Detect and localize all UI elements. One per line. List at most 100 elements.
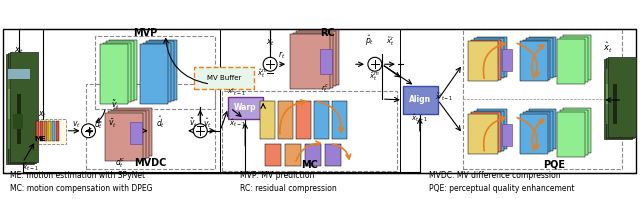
Text: $x'_{t-1}$: $x'_{t-1}$ (227, 87, 246, 99)
Text: $r_t^c$: $r_t^c$ (321, 83, 329, 95)
Bar (106, 41, 134, 101)
Bar (260, 101, 275, 139)
Bar (40, 121, 43, 141)
Text: $r_t$: $r_t$ (278, 49, 286, 61)
Bar (278, 101, 293, 139)
Bar (561, 37, 588, 82)
Bar (104, 43, 131, 102)
Bar (477, 109, 507, 149)
Text: $\bar{v}_t$: $\bar{v}_t$ (108, 118, 117, 130)
Text: Align: Align (409, 96, 431, 104)
Bar (10, 79, 24, 99)
Bar (115, 108, 152, 156)
Bar (606, 84, 628, 104)
Bar (613, 84, 618, 124)
Text: PQE: perceptual quality enhancement: PQE: perceptual quality enhancement (429, 184, 574, 193)
Bar (131, 122, 142, 144)
Text: $\tilde{x}'_{t-1}$: $\tilde{x}'_{t-1}$ (435, 92, 454, 103)
Bar (314, 101, 329, 139)
Circle shape (368, 57, 382, 71)
Bar (109, 40, 138, 100)
Bar (557, 39, 586, 84)
Bar (8, 69, 29, 149)
Bar (36, 121, 38, 141)
Bar (143, 43, 172, 102)
Bar (228, 97, 263, 119)
Text: $\hat{x}_{t-1}$: $\hat{x}_{t-1}$ (412, 112, 428, 124)
Text: $\hat{x}_t$: $\hat{x}_t$ (602, 41, 612, 55)
Bar (529, 109, 557, 149)
Bar (222, 91, 397, 171)
Bar (265, 144, 281, 166)
Text: $x_t$: $x_t$ (14, 45, 24, 56)
Bar (606, 58, 634, 138)
Text: $\tilde{v}_t$: $\tilde{v}_t$ (189, 117, 198, 130)
Bar (468, 114, 498, 154)
Bar (609, 57, 636, 137)
Bar (8, 69, 29, 79)
Circle shape (263, 57, 277, 71)
Bar (332, 101, 347, 139)
Bar (56, 121, 59, 141)
Text: MVDC: MV difference compression: MVDC: MV difference compression (429, 171, 560, 180)
Text: PQE: PQE (543, 160, 566, 170)
Bar (305, 144, 321, 166)
Text: $\tilde{v}_t$: $\tilde{v}_t$ (111, 99, 120, 112)
Bar (195, 67, 254, 89)
Bar (10, 52, 38, 162)
Bar (522, 40, 550, 80)
Bar (563, 35, 591, 80)
Bar (8, 53, 36, 163)
Bar (44, 121, 47, 141)
Text: $\hat{v}_t$: $\hat{v}_t$ (203, 116, 212, 130)
Bar (147, 41, 174, 101)
Bar (474, 38, 504, 78)
Bar (557, 112, 586, 157)
Circle shape (193, 124, 207, 138)
Text: $\hat{x}_t^m$: $\hat{x}_t^m$ (257, 68, 268, 80)
Text: $\hat{x}_{t-1}$: $\hat{x}_{t-1}$ (228, 117, 246, 129)
Bar (320, 49, 332, 74)
Bar (520, 41, 547, 81)
Bar (470, 40, 500, 80)
Bar (403, 86, 438, 114)
Bar (529, 37, 557, 77)
Text: Warp: Warp (234, 103, 257, 112)
Bar (140, 44, 168, 104)
Bar (477, 37, 507, 77)
Text: $\hat{x}_t^m$: $\hat{x}_t^m$ (369, 71, 380, 83)
Text: $\hat{d}_t$: $\hat{d}_t$ (156, 114, 165, 130)
Bar (293, 33, 333, 88)
Bar (95, 36, 215, 109)
Bar (470, 112, 500, 152)
Bar (296, 31, 336, 86)
Text: $d_t$: $d_t$ (94, 119, 103, 131)
Text: MVDC: MVDC (134, 158, 166, 168)
Text: RC: RC (321, 28, 335, 38)
Bar (108, 111, 147, 159)
Bar (52, 121, 54, 141)
Bar (299, 30, 339, 85)
Text: MVP: MVP (133, 28, 157, 38)
Bar (604, 59, 632, 139)
Circle shape (81, 124, 95, 138)
Bar (34, 119, 65, 144)
Bar (563, 108, 591, 153)
Text: RC: residual compression: RC: residual compression (240, 184, 337, 193)
Text: $x_t$: $x_t$ (38, 110, 47, 120)
Bar (474, 111, 504, 151)
Bar (520, 114, 547, 154)
Bar (463, 29, 622, 169)
Text: ME: motion estimation with SPyNet: ME: motion estimation with SPyNet (10, 171, 145, 180)
Bar (502, 124, 511, 146)
Bar (525, 38, 554, 78)
Bar (525, 111, 554, 151)
Bar (290, 34, 330, 89)
Bar (86, 84, 215, 169)
Text: $d_t^c$: $d_t^c$ (115, 157, 125, 170)
Bar (296, 101, 311, 139)
Bar (8, 89, 29, 119)
Bar (285, 144, 301, 166)
Bar (149, 40, 177, 100)
Bar (325, 144, 341, 166)
